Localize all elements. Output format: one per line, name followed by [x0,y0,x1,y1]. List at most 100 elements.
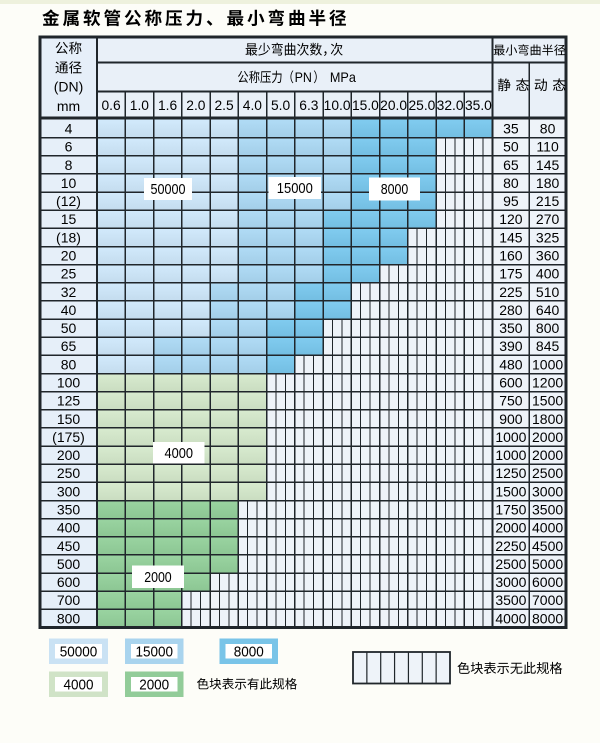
svg-text:600: 600 [57,574,81,590]
svg-text:900: 900 [499,411,523,427]
svg-text:15000: 15000 [277,181,313,197]
svg-text:2000: 2000 [532,429,563,445]
svg-text:180: 180 [536,175,560,191]
svg-text:1000: 1000 [495,447,526,463]
svg-text:25.0: 25.0 [408,98,435,113]
svg-text:32: 32 [61,284,77,300]
svg-text:3000: 3000 [495,574,526,590]
svg-text:(175): (175) [52,429,85,445]
svg-text:150: 150 [57,411,81,427]
svg-text:6000: 6000 [532,574,563,590]
svg-text:6: 6 [65,139,73,155]
svg-text:25: 25 [61,266,77,282]
svg-text:500: 500 [57,556,81,572]
svg-text:32.0: 32.0 [437,98,464,113]
svg-text:2250: 2250 [495,538,526,554]
svg-text:80: 80 [61,356,77,372]
svg-text:8000: 8000 [532,610,563,626]
svg-text:350: 350 [57,502,81,518]
svg-text:6.3: 6.3 [299,98,319,113]
svg-text:50: 50 [503,139,519,155]
svg-text:0.6: 0.6 [102,98,122,113]
svg-text:15.0: 15.0 [352,98,379,113]
svg-text:5.0: 5.0 [271,98,291,113]
svg-text:145: 145 [536,157,560,173]
svg-text:10.0: 10.0 [324,98,351,113]
svg-text:800: 800 [536,320,560,336]
svg-text:50: 50 [61,320,77,336]
svg-text:1750: 1750 [495,502,526,518]
svg-text:50000: 50000 [151,182,186,198]
svg-text:300: 300 [57,483,81,499]
svg-text:10: 10 [61,175,77,191]
svg-text:120: 120 [499,211,523,227]
svg-text:3500: 3500 [495,592,526,608]
svg-text:360: 360 [536,248,560,264]
svg-text:mm: mm [57,98,80,114]
svg-text:125: 125 [57,393,81,409]
svg-text:750: 750 [499,393,523,409]
svg-text:1.0: 1.0 [130,98,150,113]
svg-text:3500: 3500 [532,502,563,518]
svg-text:20: 20 [61,248,77,264]
svg-text:1800: 1800 [532,411,563,427]
svg-text:4: 4 [65,121,73,137]
svg-text:160: 160 [499,248,523,264]
svg-text:280: 280 [499,302,523,318]
svg-text:1000: 1000 [532,356,563,372]
svg-text:7000: 7000 [532,592,563,608]
svg-text:15000: 15000 [136,645,174,661]
svg-text:1500: 1500 [532,393,563,409]
svg-text:8000: 8000 [381,182,409,198]
svg-text:2000: 2000 [532,447,563,463]
svg-text:2000: 2000 [144,570,172,586]
svg-text:110: 110 [536,139,559,155]
svg-text:35: 35 [503,121,519,137]
svg-text:2500: 2500 [532,465,563,481]
svg-text:510: 510 [536,284,560,300]
svg-text:35.0: 35.0 [465,98,492,113]
svg-text:640: 640 [536,302,560,318]
svg-text:8000: 8000 [234,645,264,661]
svg-text:400: 400 [536,266,560,282]
svg-text:8: 8 [65,157,73,173]
svg-text:480: 480 [499,356,523,372]
svg-text:215: 215 [536,193,560,209]
svg-text:40: 40 [61,302,77,318]
svg-text:PN: PN [295,70,312,85]
svg-text:3000: 3000 [532,483,563,499]
svg-text:(12): (12) [56,193,81,209]
svg-text:80: 80 [503,175,519,191]
svg-text:270: 270 [536,211,560,227]
svg-text:2000: 2000 [495,520,526,536]
svg-text:175: 175 [499,266,523,282]
svg-text:400: 400 [57,520,81,536]
svg-text:4500: 4500 [532,538,563,554]
svg-text:350: 350 [499,320,523,336]
svg-text:4000: 4000 [495,610,526,626]
svg-text:200: 200 [57,447,81,463]
svg-text:145: 145 [499,229,523,245]
svg-text:4.0: 4.0 [243,98,263,113]
svg-text:95: 95 [503,193,519,209]
svg-text:80: 80 [540,121,556,137]
svg-text:1250: 1250 [495,465,526,481]
svg-text:2.5: 2.5 [215,98,235,113]
svg-text:390: 390 [499,338,523,354]
svg-text:1200: 1200 [532,375,563,391]
svg-text:1000: 1000 [495,429,526,445]
svg-text:4000: 4000 [532,520,563,536]
svg-text:65: 65 [503,157,519,173]
svg-text:800: 800 [57,610,81,626]
svg-text:15: 15 [61,211,77,227]
svg-text:4000: 4000 [165,446,194,462]
svg-text:20.0: 20.0 [380,98,407,113]
svg-text:2.0: 2.0 [186,98,206,113]
svg-text:50000: 50000 [60,645,98,661]
svg-text:1500: 1500 [495,483,526,499]
svg-text:450: 450 [57,538,81,554]
svg-text:700: 700 [57,592,81,608]
svg-text:(DN): (DN) [54,79,84,95]
svg-text:(18): (18) [56,229,81,245]
svg-text:4000: 4000 [64,678,94,694]
